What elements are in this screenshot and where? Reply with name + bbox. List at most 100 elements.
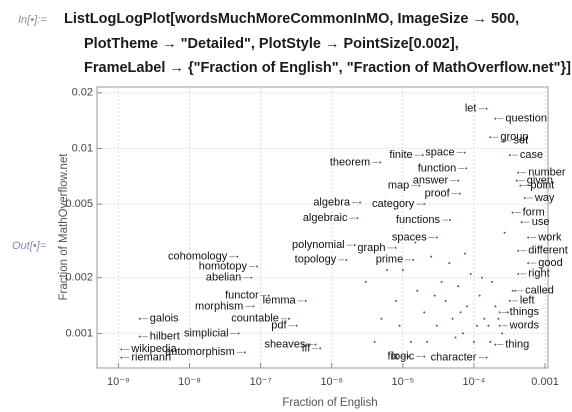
data-point — [373, 340, 376, 343]
data-point — [433, 294, 436, 297]
y-tick-label: 0.02 — [72, 87, 93, 99]
point-label: fix — [387, 350, 399, 362]
x-tick-label: 10⁻⁴ — [463, 376, 486, 388]
point-label: algebraic — [303, 212, 348, 224]
point-label: prime — [376, 254, 404, 266]
data-point — [491, 280, 494, 283]
data-point — [475, 324, 478, 327]
data-point — [243, 351, 246, 354]
data-point — [444, 299, 447, 302]
data-point — [501, 332, 504, 335]
point-label: wikipedia — [130, 343, 177, 355]
point-label: hilbert — [150, 331, 180, 343]
data-point — [498, 311, 501, 314]
point-label: set — [513, 135, 528, 147]
x-tick-label: 10⁻⁵ — [392, 376, 415, 388]
data-point — [252, 305, 255, 308]
y-axis-label: Fraction of MathOverflow.net — [58, 153, 70, 301]
point-label: character — [431, 351, 477, 363]
data-point — [489, 340, 492, 343]
data-point — [409, 340, 412, 343]
code-line: ListLogLogPlot[wordsMuchMoreCommonInMO, … — [64, 11, 519, 27]
point-label: given — [527, 175, 553, 187]
point-label: graph — [357, 242, 385, 254]
data-point — [465, 167, 468, 170]
point-label: topology — [295, 254, 337, 266]
data-point — [412, 258, 415, 261]
data-point — [356, 217, 359, 220]
data-point — [459, 311, 462, 314]
data-point — [345, 258, 348, 261]
data-point — [494, 305, 497, 308]
data-point — [120, 356, 123, 359]
data-point — [416, 289, 419, 292]
data-point — [527, 236, 530, 239]
data-point — [398, 324, 401, 327]
data-point — [120, 348, 123, 351]
y-tick-label: 0.002 — [65, 272, 93, 284]
y-tick-label: 0.001 — [65, 327, 93, 339]
point-label: way — [534, 192, 555, 204]
data-point — [380, 317, 383, 320]
point-label: words — [509, 320, 540, 332]
data-point — [364, 280, 367, 283]
point-label: abelian — [206, 272, 241, 284]
data-point — [519, 184, 522, 187]
data-point — [423, 311, 426, 314]
point-label: pdf — [271, 320, 287, 332]
x-axis-label: Fraction of English — [282, 397, 377, 409]
data-point — [464, 252, 467, 255]
data-point — [517, 249, 520, 252]
data-point — [508, 154, 511, 157]
data-point — [236, 255, 239, 258]
point-label: left — [520, 295, 535, 307]
data-point — [494, 343, 497, 346]
point-label: galois — [150, 313, 179, 325]
data-point — [237, 332, 240, 335]
data-point — [448, 219, 451, 222]
data-point — [487, 324, 490, 327]
data-point — [503, 231, 506, 234]
point-label: cohomology — [168, 251, 228, 263]
data-point — [478, 294, 481, 297]
point-label: homotopy — [199, 260, 248, 272]
data-point — [463, 151, 466, 154]
point-label: space — [425, 147, 454, 159]
data-point — [472, 340, 475, 343]
data-point — [423, 355, 426, 358]
data-point — [256, 265, 259, 268]
data-point — [359, 201, 362, 204]
output-label: Out[•]= — [12, 240, 47, 252]
x-tick-label: 10⁻⁸ — [178, 376, 201, 388]
data-point — [461, 332, 464, 335]
data-point — [511, 211, 514, 214]
point-label: logic — [392, 350, 415, 362]
point-label: finite — [389, 149, 412, 161]
data-point — [440, 280, 443, 283]
data-point — [423, 203, 426, 206]
data-point — [481, 276, 484, 279]
data-point — [250, 276, 253, 279]
point-label: number — [528, 167, 566, 179]
point-label: function — [418, 162, 457, 174]
data-point — [489, 136, 492, 139]
point-label: simplicial — [184, 327, 229, 339]
point-label: category — [372, 198, 415, 210]
point-label: answer — [413, 175, 449, 187]
point-label: functions — [396, 214, 441, 226]
data-point — [485, 356, 488, 359]
point-label: case — [520, 149, 543, 161]
point-label: riemann — [131, 351, 171, 363]
data-point — [138, 335, 141, 338]
data-point — [304, 299, 307, 302]
data-point — [379, 161, 382, 164]
point-label: point — [530, 179, 554, 191]
data-point — [520, 221, 523, 224]
code-line: FrameLabel → {"Fraction of English", "Fr… — [84, 60, 571, 76]
point-label: morphism — [195, 300, 243, 312]
data-point — [497, 317, 500, 320]
point-label: group — [500, 131, 528, 143]
data-point — [511, 289, 514, 292]
y-tick-label: 0.005 — [65, 198, 93, 210]
